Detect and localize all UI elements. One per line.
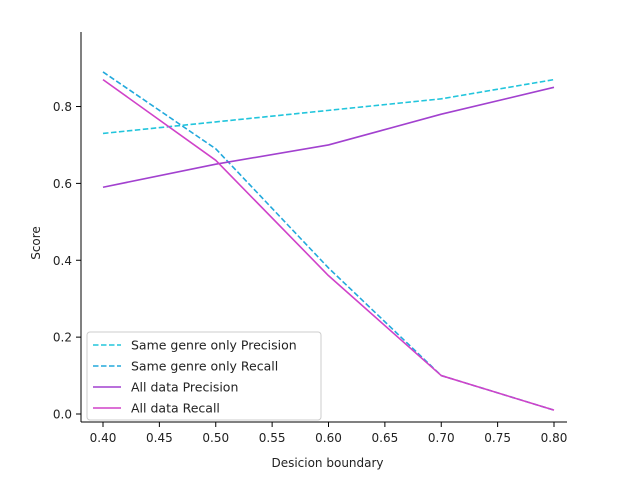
axes <box>80 32 567 423</box>
series-lines <box>102 71 555 411</box>
x-tick-label: 0.65 <box>372 431 399 445</box>
x-tick-label: 0.60 <box>315 431 342 445</box>
x-ticks: 0.40 0.45 0.50 0.55 0.60 0.65 0.70 0.75 0.80 <box>90 422 568 445</box>
legend: Same genre only Precision Same genre only… <box>86 331 322 421</box>
y-tick-label: 0.2 <box>53 331 72 345</box>
series-line-all-data-recall <box>102 78 555 411</box>
y-ticks: 0.0 0.2 0.4 0.6 0.8 <box>53 100 81 422</box>
legend-label: All data Recall <box>131 401 220 416</box>
x-tick-label: 0.80 <box>541 431 568 445</box>
x-tick-label: 0.55 <box>259 431 286 445</box>
series-line-all-data-precision <box>102 86 555 189</box>
x-tick-label: 0.50 <box>202 431 229 445</box>
x-tick-label: 0.45 <box>146 431 173 445</box>
legend-label: Same genre only Precision <box>131 338 297 353</box>
y-tick-label: 0.8 <box>53 100 72 114</box>
x-tick-label: 0.75 <box>484 431 511 445</box>
y-tick-label: 0.4 <box>53 254 72 268</box>
legend-label: Same genre only Recall <box>131 359 278 374</box>
legend-label: All data Precision <box>131 380 238 395</box>
series-line-same-genre-only-recall <box>102 71 555 411</box>
y-tick-label: 0.0 <box>53 408 72 422</box>
series-line-same-genre-only-precision <box>102 78 555 135</box>
x-tick-label: 0.40 <box>90 431 117 445</box>
x-axis-label: Desicion boundary <box>271 456 383 470</box>
y-axis-label: Score <box>29 226 43 260</box>
legend-frame <box>86 331 322 421</box>
x-tick-label: 0.70 <box>428 431 455 445</box>
y-tick-label: 0.6 <box>53 177 72 191</box>
